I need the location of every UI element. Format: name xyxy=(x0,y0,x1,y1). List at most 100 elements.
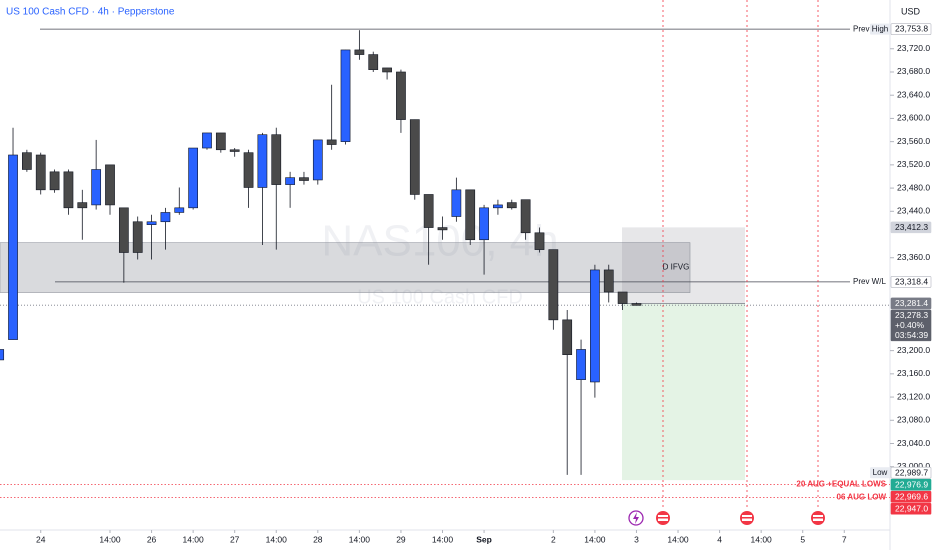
price-tag-label: 23,412.3 xyxy=(895,222,928,232)
price-change: +0.40% xyxy=(895,320,925,330)
candle-body xyxy=(215,132,226,151)
price-tag xyxy=(890,276,932,288)
y-tick-label: 23,640.0 xyxy=(897,89,930,99)
y-tick-label: 23,080.0 xyxy=(897,415,930,425)
candle-body xyxy=(603,269,614,293)
candle-body xyxy=(437,227,448,231)
y-tick-label: 23,720.0 xyxy=(897,43,930,53)
x-tick-label: 4 xyxy=(717,534,722,544)
candle-body xyxy=(506,202,517,209)
price-tag xyxy=(890,297,932,310)
price-tag-badge xyxy=(870,467,890,479)
price-tag-badge-label: Low xyxy=(873,468,888,477)
candle-body xyxy=(423,194,434,228)
candle-body xyxy=(493,204,503,209)
candle-body xyxy=(202,132,212,149)
candle-body xyxy=(188,147,199,209)
x-tick-label: 24 xyxy=(36,534,46,544)
background-layer: NAS100, 4h US 100 Cash CFD xyxy=(0,28,890,498)
candle-body xyxy=(617,291,628,304)
price-tag xyxy=(890,478,932,491)
position-risk xyxy=(622,227,745,304)
price-tag-label: 22,976.9 xyxy=(895,479,928,489)
x-tick-label: 28 xyxy=(313,534,323,544)
y-tick-label: 23,480.0 xyxy=(897,182,930,192)
y-tick-label: 23,600.0 xyxy=(897,113,930,123)
price-tag-label: 22,947.0 xyxy=(895,503,928,513)
candle-body xyxy=(63,171,74,209)
candle-body xyxy=(229,149,240,152)
y-tick-label: 23,680.0 xyxy=(897,66,930,76)
x-tick-label: 3 xyxy=(634,534,639,544)
candle-body xyxy=(77,202,88,209)
candle-body xyxy=(631,303,642,306)
y-tick-label: 23,160.0 xyxy=(897,368,930,378)
candle-body xyxy=(8,154,18,340)
price-tag-label: 23,281.4 xyxy=(895,298,928,308)
candle-body xyxy=(299,177,309,181)
candle-body xyxy=(0,349,5,361)
y-tick-label: 23,440.0 xyxy=(897,206,930,216)
currency-label: USD xyxy=(901,6,921,16)
candle-body xyxy=(340,49,351,142)
y-tick-label: 23,040.0 xyxy=(897,438,930,448)
flag-icon[interactable] xyxy=(811,511,825,525)
price-tag-label: 22,969.6 xyxy=(895,491,928,501)
candle-layer xyxy=(0,30,642,475)
candle-body xyxy=(35,154,46,191)
ifvg-zone xyxy=(0,242,691,293)
candle-body xyxy=(368,54,379,70)
flag-icon[interactable] xyxy=(740,511,754,525)
x-tick-label: 14:00 xyxy=(99,534,121,544)
candle-body xyxy=(91,169,102,206)
price-tag-label: 23,753.8 xyxy=(895,24,928,34)
x-tick-label: 29 xyxy=(396,534,406,544)
candle-body xyxy=(22,152,32,170)
x-tick-label: 2 xyxy=(551,534,556,544)
candle-body xyxy=(520,199,531,234)
zone-label: D IFVG xyxy=(663,263,690,272)
y-tick-label: 23,200.0 xyxy=(897,345,930,355)
candle-body xyxy=(479,207,489,241)
y-tick-label: 23,520.0 xyxy=(897,159,930,169)
chart-title: US 100 Cash CFD · 4h · Pepperstone xyxy=(6,7,175,18)
x-tick-label: 14:00 xyxy=(266,534,288,544)
price-tag xyxy=(890,466,932,479)
position-reward xyxy=(622,303,745,481)
candle-body xyxy=(285,177,295,185)
candle-body xyxy=(312,139,323,181)
price-tag xyxy=(890,23,932,35)
price-tag-badge xyxy=(870,23,890,35)
x-tick-label: 14:00 xyxy=(349,534,371,544)
price-tag xyxy=(890,502,932,515)
price-tag xyxy=(890,221,932,234)
x-tick-label: 14:00 xyxy=(182,534,204,544)
level-label: Prev W/L xyxy=(853,277,886,286)
level-label: 20 AUG +EQUAL LOWS xyxy=(796,479,886,488)
x-tick-label: 14:00 xyxy=(584,534,606,544)
candle-body xyxy=(160,212,171,223)
x-tick-label: 14:00 xyxy=(667,534,689,544)
price-tag-label: 23,318.4 xyxy=(895,276,928,286)
candle-body xyxy=(396,71,406,120)
candle-body xyxy=(146,221,157,225)
level-label: 06 AUG LOW xyxy=(837,493,887,502)
flag-icon[interactable] xyxy=(656,511,670,525)
candle-body xyxy=(382,67,392,73)
candle-body xyxy=(326,139,337,145)
price-tag-label: 23,278.3 xyxy=(895,310,928,320)
x-tick-label: 7 xyxy=(842,534,847,544)
candle-body xyxy=(257,134,268,188)
candle-body xyxy=(354,49,365,55)
bar-countdown: 03:54:39 xyxy=(895,330,928,340)
candle-body xyxy=(174,207,185,213)
x-tick-label: 26 xyxy=(147,534,157,544)
candle-body xyxy=(105,164,115,206)
candle-body xyxy=(465,189,476,241)
candle-body xyxy=(132,221,143,253)
candle-body xyxy=(409,119,420,195)
candle-body xyxy=(118,207,129,253)
lightning-icon xyxy=(633,512,639,524)
